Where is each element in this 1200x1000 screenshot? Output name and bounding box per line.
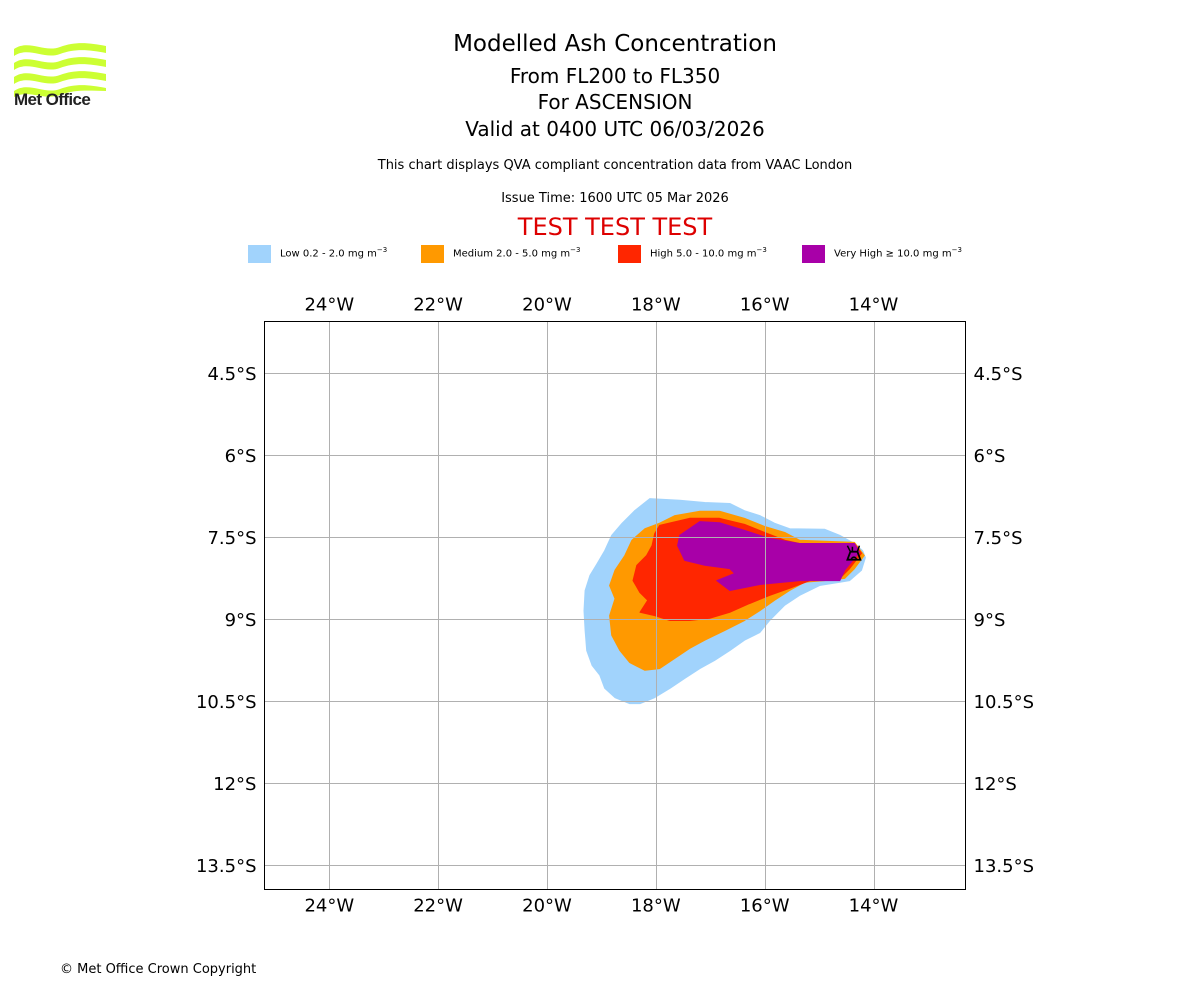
lat-tick-label-right: 6°S [974,446,1006,467]
volcano-name: For ASCENSION [537,90,693,114]
lat-tick-label-left: 13.5°S [196,856,257,877]
volcano-marker [846,545,862,561]
lon-tick-label-bottom: 24°W [304,896,354,917]
legend-label-low: Low 0.2 - 2.0 mg m−3 [280,246,388,260]
lat-tick-label-right: 9°S [974,610,1006,631]
lat-tick-label-left: 7.5°S [207,528,256,549]
legend-swatch-medium [421,245,444,263]
lon-tick-label-top: 14°W [849,295,899,316]
lat-tick-label-left: 9°S [225,610,257,631]
lon-tick-label-bottom: 16°W [740,896,790,917]
lon-tick-label-top: 20°W [522,295,572,316]
lat-tick-label-left: 4.5°S [207,364,256,385]
copyright-footer: © Met Office Crown Copyright [60,962,257,977]
lat-tick-label-left: 10.5°S [196,692,257,713]
legend-swatch-low [248,245,271,263]
lat-tick-label-right: 12°S [974,774,1017,795]
valid-time: Valid at 0400 UTC 06/03/2026 [465,117,765,141]
map-gridlines [264,321,966,890]
logo-wave-3 [14,71,106,84]
volcano-icon [846,545,862,561]
map-frame [264,321,966,890]
issue-time: Issue Time: 1600 UTC 05 Mar 2026 [501,191,729,206]
lat-tick-label-left: 12°S [213,774,256,795]
lon-tick-label-bottom: 20°W [522,896,572,917]
flight-level-range: From FL200 to FL350 [509,64,721,88]
logo-wave-4 [14,85,106,97]
lon-tick-label-bottom: 18°W [631,896,681,917]
legend-swatch-very-high [802,245,825,263]
legend-label-medium: Medium 2.0 - 5.0 mg m−3 [453,246,581,260]
legend-swatch-high [618,245,641,263]
lon-tick-label-bottom: 22°W [413,896,463,917]
lat-tick-label-left: 6°S [225,446,257,467]
contour-very-high [677,521,860,591]
lon-tick-label-top: 22°W [413,295,463,316]
test-banner: TEST TEST TEST [517,213,713,241]
lon-tick-label-top: 24°W [304,295,354,316]
chart-title: Modelled Ash Concentration [453,31,777,57]
met-office-logo-text: Met Office [14,90,91,109]
logo-wave-2 [14,57,106,70]
lon-tick-label-bottom: 14°W [849,896,899,917]
logo-wave-1 [14,43,106,56]
legend-label-high: High 5.0 - 10.0 mg m−3 [650,246,767,260]
lat-tick-label-right: 10.5°S [974,692,1035,713]
axis-tick-labels: 24°W 24°W 22°W 22°W 20°W 20°W 18°W 18°W 16°W 16°W… [196,295,1034,917]
lat-tick-label-right: 4.5°S [974,364,1023,385]
chart-description: This chart displays QVA compliant concen… [377,158,853,173]
legend-label-very-high: Very High ≥ 10.0 mg m−3 [834,246,962,260]
ash-contours [583,498,866,705]
lon-tick-label-top: 18°W [631,295,681,316]
met-office-logo-waves [14,43,106,97]
lat-tick-label-right: 13.5°S [974,856,1035,877]
lon-tick-label-top: 16°W [740,295,790,316]
lat-tick-label-right: 7.5°S [974,528,1023,549]
